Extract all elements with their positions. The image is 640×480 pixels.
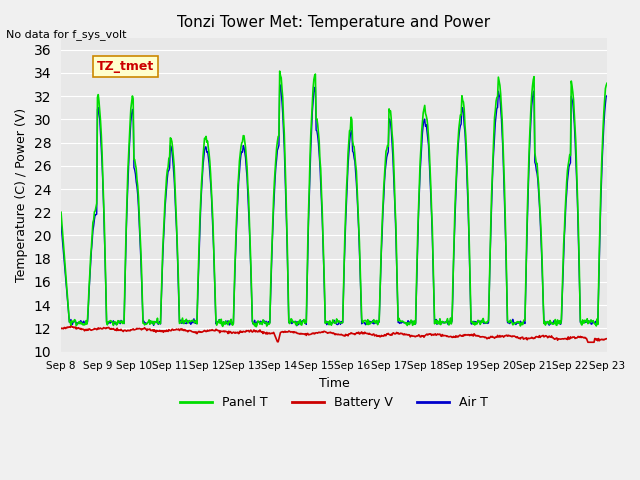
Title: Tonzi Tower Met: Temperature and Power: Tonzi Tower Met: Temperature and Power [177, 15, 490, 30]
Legend: Panel T, Battery V, Air T: Panel T, Battery V, Air T [175, 391, 493, 414]
X-axis label: Time: Time [319, 377, 349, 390]
Text: TZ_tmet: TZ_tmet [97, 60, 154, 73]
Text: No data for f_sys_volt: No data for f_sys_volt [6, 29, 127, 40]
Y-axis label: Temperature (C) / Power (V): Temperature (C) / Power (V) [15, 108, 28, 282]
